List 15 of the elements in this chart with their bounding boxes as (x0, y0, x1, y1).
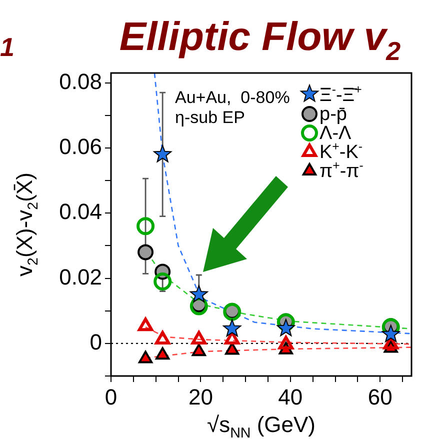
legend-label: p-p̄ (320, 104, 347, 125)
text: 1 (0, 32, 14, 62)
y-tick-label: 0.02 (59, 264, 102, 290)
y-tick-label: 0.08 (59, 68, 102, 94)
annotation: η-sub EP (175, 108, 245, 127)
annotation: Au+Au, 0-80% (175, 88, 290, 107)
y-axis-title: v2(X)-v2(X̄) (12, 172, 42, 276)
y-tick-label: 0.04 (59, 199, 102, 224)
line-series (154, 73, 412, 334)
y-tick-label: 0.06 (59, 134, 102, 159)
x-tick-label: 60 (368, 384, 392, 410)
x-tick-label: 40 (278, 384, 303, 410)
x-tick-label: 20 (188, 384, 213, 410)
y-tick-label: 0 (90, 329, 102, 354)
x-tick-label: 0 (104, 384, 118, 410)
